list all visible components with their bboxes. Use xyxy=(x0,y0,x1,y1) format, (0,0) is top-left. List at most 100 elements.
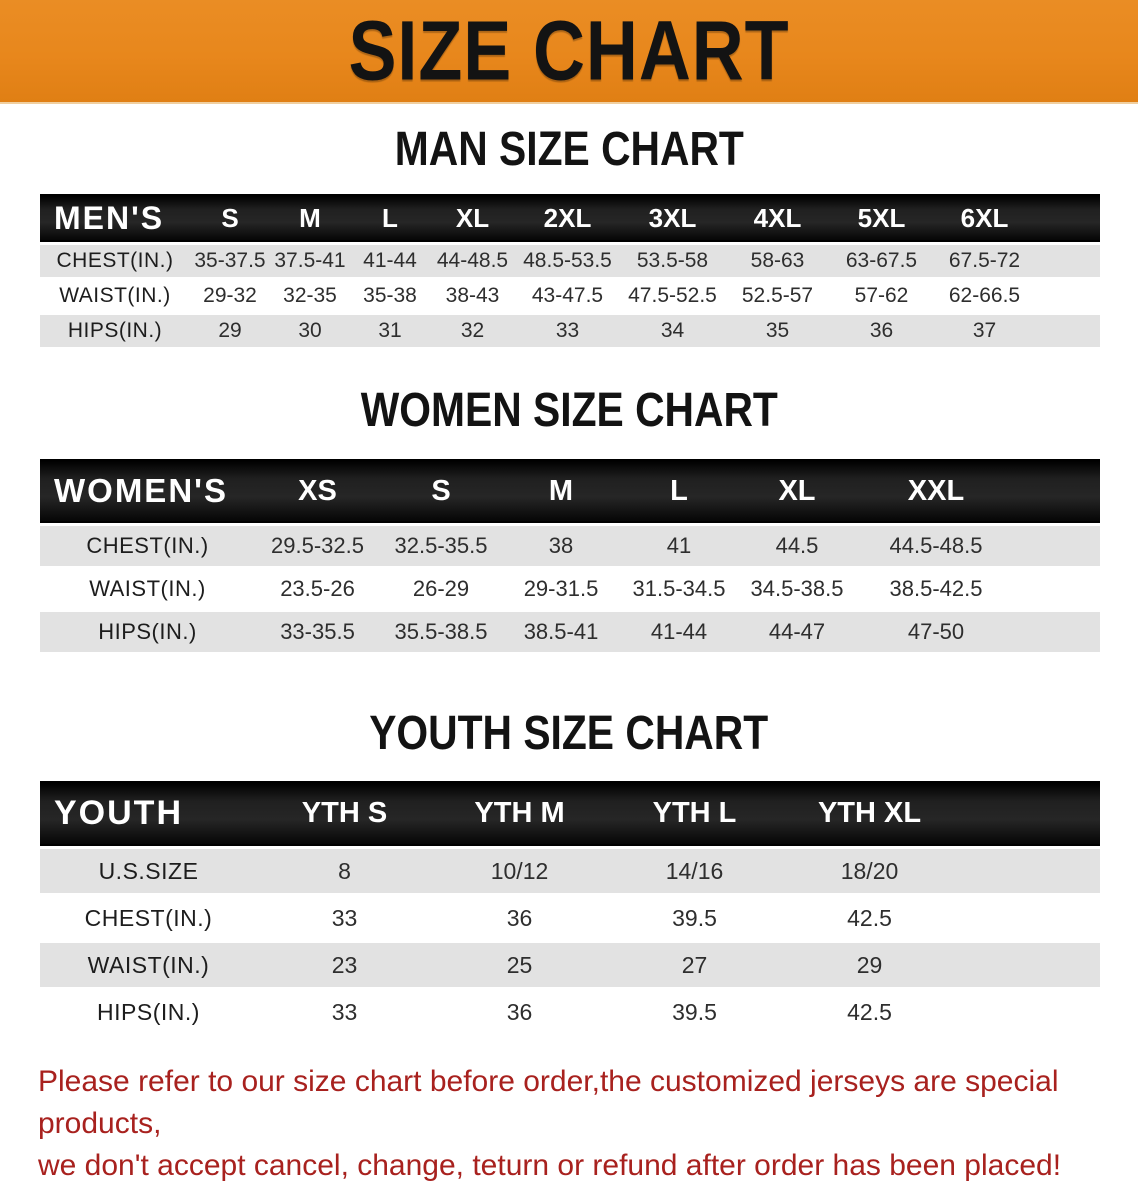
size-value: 23 xyxy=(257,943,432,987)
row-filler xyxy=(957,896,1100,940)
size-value: 37.5-41 xyxy=(270,245,350,277)
size-value: 29 xyxy=(782,943,957,987)
size-value: 52.5-57 xyxy=(725,280,830,312)
womens-size-table: WOMEN'S XS S M L XL XXL CHEST(IN.) 29.5-32.5 32.5… xyxy=(40,456,1100,655)
table-corner-label: WOMEN'S xyxy=(40,459,255,523)
row-filler xyxy=(957,990,1100,1034)
size-value: 33 xyxy=(257,990,432,1034)
size-value: 47-50 xyxy=(856,612,1016,652)
man-heading-text: MAN SIZE CHART xyxy=(394,123,744,176)
row-label: HIPS(IN.) xyxy=(40,315,190,347)
size-value: 38.5-41 xyxy=(502,612,620,652)
row-label: HIPS(IN.) xyxy=(40,990,257,1034)
size-value: 35.5-38.5 xyxy=(380,612,502,652)
size-value: 23.5-26 xyxy=(255,569,380,609)
row-label: CHEST(IN.) xyxy=(40,896,257,940)
size-value: 43-47.5 xyxy=(515,280,620,312)
row-label: U.S.SIZE xyxy=(40,849,257,893)
size-value: 29-32 xyxy=(190,280,270,312)
size-column-header: XS xyxy=(255,459,380,523)
table-row: WAIST(IN.) 23.5-26 26-29 29-31.5 31.5-34.5 34… xyxy=(40,569,1100,609)
size-value: 29.5-32.5 xyxy=(255,526,380,566)
size-column-header: 4XL xyxy=(725,194,830,242)
size-value: 34.5-38.5 xyxy=(738,569,856,609)
size-column-header: YTH L xyxy=(607,781,782,846)
size-value: 35 xyxy=(725,315,830,347)
disclaimer-text: Please refer to our size chart before or… xyxy=(0,1061,1138,1187)
size-value: 58-63 xyxy=(725,245,830,277)
size-value: 32-35 xyxy=(270,280,350,312)
size-chart-banner: SIZE CHART xyxy=(0,0,1138,104)
row-filler xyxy=(1016,612,1100,652)
size-column-header: S xyxy=(380,459,502,523)
size-value: 25 xyxy=(432,943,607,987)
size-column-header: YTH M xyxy=(432,781,607,846)
table-row: CHEST(IN.) 29.5-32.5 32.5-35.5 38 41 44.5 44.5… xyxy=(40,526,1100,566)
table-row: CHEST(IN.) 33 36 39.5 42.5 xyxy=(40,896,1100,940)
size-value: 33 xyxy=(515,315,620,347)
table-row: WAIST(IN.) 23 25 27 29 xyxy=(40,943,1100,987)
row-label: WAIST(IN.) xyxy=(40,280,190,312)
size-column-header: M xyxy=(270,194,350,242)
size-value: 39.5 xyxy=(607,896,782,940)
size-value: 63-67.5 xyxy=(830,245,933,277)
youth-heading-text: YOUTH SIZE CHART xyxy=(369,707,769,760)
table-header-row: WOMEN'S XS S M L XL XXL xyxy=(40,459,1100,523)
size-value: 44-48.5 xyxy=(430,245,515,277)
header-filler xyxy=(1016,459,1100,523)
women-section-heading: WOMEN SIZE CHART xyxy=(0,387,1138,435)
size-value: 36 xyxy=(432,990,607,1034)
size-value: 41-44 xyxy=(620,612,738,652)
header-filler xyxy=(1036,194,1100,242)
size-value: 36 xyxy=(432,896,607,940)
row-filler xyxy=(1036,280,1100,312)
table-row: HIPS(IN.) 29 30 31 32 33 34 35 36 37 xyxy=(40,315,1100,347)
size-column-header: XL xyxy=(430,194,515,242)
size-column-header: S xyxy=(190,194,270,242)
size-value: 42.5 xyxy=(782,896,957,940)
table-header-row: MEN'S S M L XL 2XL 3XL 4XL 5XL 6XL xyxy=(40,194,1100,242)
size-value: 35-38 xyxy=(350,280,430,312)
size-column-header: 3XL xyxy=(620,194,725,242)
size-value: 26-29 xyxy=(380,569,502,609)
size-value: 47.5-52.5 xyxy=(620,280,725,312)
size-value: 38 xyxy=(502,526,620,566)
row-filler xyxy=(957,943,1100,987)
size-value: 33-35.5 xyxy=(255,612,380,652)
mens-size-table: MEN'S S M L XL 2XL 3XL 4XL 5XL 6XL CHEST(IN.) 35-37… xyxy=(40,191,1100,350)
size-value: 33 xyxy=(257,896,432,940)
size-value: 67.5-72 xyxy=(933,245,1036,277)
row-label: CHEST(IN.) xyxy=(40,526,255,566)
size-value: 38.5-42.5 xyxy=(856,569,1016,609)
size-value: 62-66.5 xyxy=(933,280,1036,312)
man-section-heading: MAN SIZE CHART xyxy=(0,126,1138,174)
row-filler xyxy=(1016,569,1100,609)
size-value: 31 xyxy=(350,315,430,347)
row-label: HIPS(IN.) xyxy=(40,612,255,652)
size-value: 32 xyxy=(430,315,515,347)
size-column-header: L xyxy=(350,194,430,242)
size-column-header: 6XL xyxy=(933,194,1036,242)
banner-title: SIZE CHART xyxy=(348,3,790,98)
size-value: 44.5-48.5 xyxy=(856,526,1016,566)
size-column-header: L xyxy=(620,459,738,523)
size-value: 44.5 xyxy=(738,526,856,566)
youth-size-table: YOUTH YTH S YTH M YTH L YTH XL U.S.SIZE 8 10/12… xyxy=(40,778,1100,1037)
size-column-header: XL xyxy=(738,459,856,523)
header-filler xyxy=(957,781,1100,846)
size-value: 8 xyxy=(257,849,432,893)
size-value: 53.5-58 xyxy=(620,245,725,277)
row-label: WAIST(IN.) xyxy=(40,569,255,609)
row-filler xyxy=(957,849,1100,893)
row-filler xyxy=(1036,315,1100,347)
row-filler xyxy=(1036,245,1100,277)
table-row: WAIST(IN.) 29-32 32-35 35-38 38-43 43-47.5 47.… xyxy=(40,280,1100,312)
size-value: 29-31.5 xyxy=(502,569,620,609)
size-value: 14/16 xyxy=(607,849,782,893)
size-value: 32.5-35.5 xyxy=(380,526,502,566)
size-value: 29 xyxy=(190,315,270,347)
size-value: 41-44 xyxy=(350,245,430,277)
disclaimer-line-1: Please refer to our size chart before or… xyxy=(38,1065,1059,1140)
disclaimer-line-2: we don't accept cancel, change, teturn o… xyxy=(38,1149,1062,1182)
size-column-header: YTH XL xyxy=(782,781,957,846)
